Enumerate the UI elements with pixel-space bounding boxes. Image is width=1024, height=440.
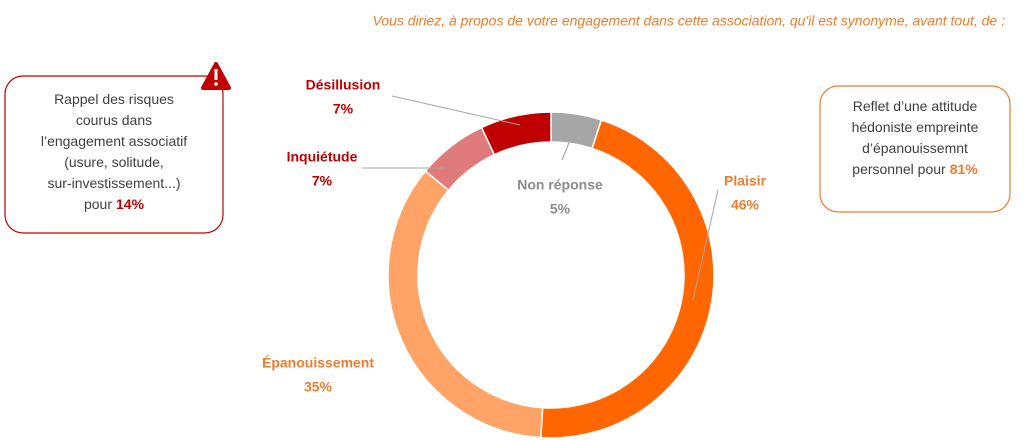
annotation-highlight: 14% — [116, 196, 145, 212]
annotation-line: Reflet d’une attitude — [853, 98, 978, 114]
annotation-line: (usure, solitude, — [64, 154, 164, 170]
annotation-text: Rappel des risques — [54, 91, 174, 107]
annotation-text: personnel pour — [852, 161, 946, 177]
annotation-line: l’engagement associatif — [41, 133, 187, 149]
annotation-text: l’engagement associatif — [41, 133, 187, 149]
annotation-text: pour — [84, 196, 112, 212]
donut-slice — [480, 111, 552, 156]
leader-line — [391, 95, 521, 126]
annotation-line: pour 14% — [84, 196, 145, 212]
leader-line — [692, 189, 719, 301]
annotation-highlight: 81% — [950, 161, 979, 177]
annotation-line: sur-investissement...) — [47, 175, 180, 191]
annotation-text: hédoniste empreinte — [852, 119, 979, 135]
annotation-text: d’épanouissemnt — [862, 140, 968, 156]
slice-value: 7% — [312, 173, 333, 189]
warning-icon — [201, 62, 231, 90]
slice-value: 46% — [731, 197, 760, 213]
annotation-text: (usure, solitude, — [64, 154, 164, 170]
risk-box — [4, 75, 224, 234]
slice-label: Épanouissement — [262, 355, 374, 371]
annotation-text: sur-investissement...) — [47, 175, 180, 191]
slice-value: 35% — [304, 379, 333, 395]
chart-title: Vous diriez, à propos de votre engagemen… — [372, 13, 1005, 29]
annotation-text: Reflet d’une attitude — [853, 98, 978, 114]
slice-value: 7% — [333, 101, 354, 117]
pleasure-box — [819, 85, 1011, 213]
slice-value: 5% — [550, 201, 571, 217]
annotation-text: courus dans — [76, 112, 152, 128]
slice-label: Non réponse — [517, 177, 603, 193]
annotation-line: Rappel des risques — [54, 91, 174, 107]
annotation-line: personnel pour 81% — [852, 161, 978, 177]
slice-label: Plaisir — [724, 173, 767, 189]
annotation-line: hédoniste empreinte — [852, 119, 979, 135]
leader-line — [561, 127, 576, 161]
slice-label: Inquiétude — [287, 149, 358, 165]
donut-slice — [539, 119, 715, 439]
annotation-line: d’épanouissemnt — [862, 140, 968, 156]
slice-label: Désillusion — [306, 77, 381, 93]
annotation-line: courus dans — [76, 112, 152, 128]
